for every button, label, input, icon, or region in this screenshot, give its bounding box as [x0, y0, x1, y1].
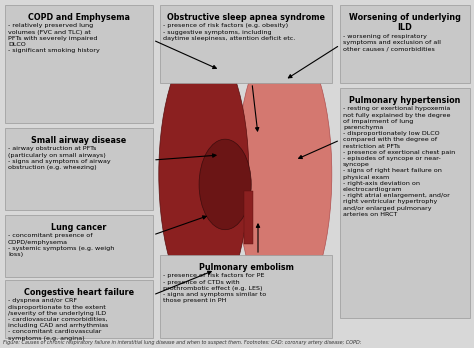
Text: - presence of risk factors (e.g. obesity)
- suggestive symptoms, including
dayti: - presence of risk factors (e.g. obesity…	[163, 23, 295, 41]
Ellipse shape	[159, 42, 249, 306]
FancyBboxPatch shape	[5, 5, 153, 123]
Ellipse shape	[199, 139, 251, 230]
Text: Pulmonary hypertension: Pulmonary hypertension	[349, 96, 461, 105]
Text: Obstructive sleep apnea syndrome: Obstructive sleep apnea syndrome	[167, 13, 325, 22]
Text: Congestive heart failure: Congestive heart failure	[24, 288, 134, 297]
Text: Pulmonary embolism: Pulmonary embolism	[199, 263, 293, 272]
FancyBboxPatch shape	[5, 215, 153, 277]
Text: - airway obstruction at PFTs
(particularly on small airways)
- signs and symptom: - airway obstruction at PFTs (particular…	[8, 147, 110, 170]
Text: COPD and Emphysema: COPD and Emphysema	[28, 13, 130, 22]
Text: Small airway disease: Small airway disease	[31, 136, 127, 145]
FancyBboxPatch shape	[160, 5, 332, 83]
Text: - worsening of respiratory
symptoms and exclusion of all
other causes / comorbid: - worsening of respiratory symptoms and …	[343, 34, 441, 51]
FancyBboxPatch shape	[160, 255, 332, 338]
Ellipse shape	[237, 35, 332, 313]
FancyBboxPatch shape	[340, 5, 470, 83]
Text: - concomitant presence of
COPD/emphysema
- systemic symptoms (e.g. weigh
loss): - concomitant presence of COPD/emphysema…	[8, 234, 114, 257]
FancyBboxPatch shape	[5, 280, 153, 338]
FancyBboxPatch shape	[5, 128, 153, 210]
Text: - dyspnea and/or CRF
disproportionate to the extent
/severity of the underlying : - dyspnea and/or CRF disproportionate to…	[8, 299, 109, 341]
Text: Figure: Causes of chronic respiratory failure in interstitial lung disease and w: Figure: Causes of chronic respiratory fa…	[3, 340, 361, 345]
Text: Lung cancer: Lung cancer	[51, 223, 107, 232]
Text: - relatively preserved lung
volumes (FVC and TLC) at
PFTs with severely impaired: - relatively preserved lung volumes (FVC…	[8, 23, 100, 53]
Bar	[244, 191, 253, 244]
Text: - presence of risk factors for PE
- presence of CTDs with
prothrombotic effect (: - presence of risk factors for PE - pres…	[163, 274, 266, 303]
FancyBboxPatch shape	[340, 88, 470, 318]
Text: Worsening of underlying
ILD: Worsening of underlying ILD	[349, 13, 461, 32]
Text: - resting or exertional hypoxemia
not fully explained by the degree
of impairmen: - resting or exertional hypoxemia not fu…	[343, 106, 455, 217]
